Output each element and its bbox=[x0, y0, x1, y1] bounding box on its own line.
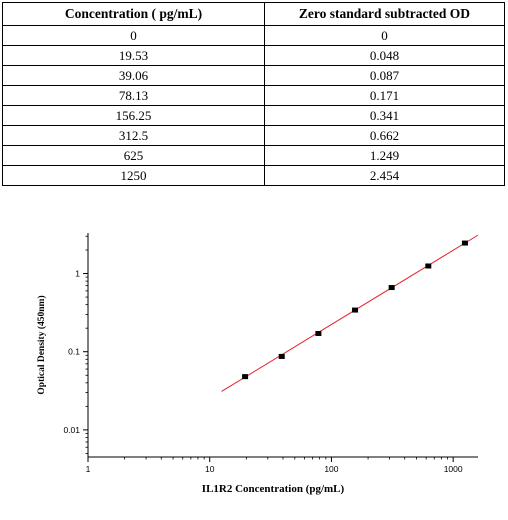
data-point bbox=[388, 285, 395, 291]
x-axis-title: IL1R2 Concentration (pg/mL) bbox=[202, 483, 345, 495]
data-point bbox=[278, 353, 285, 359]
x-tick-label: 10 bbox=[205, 464, 215, 474]
x-tick-label: 1000 bbox=[444, 464, 463, 474]
table-row: 1250 2.454 bbox=[2, 165, 505, 186]
column-header-concentration: Concentration ( pg/mL) bbox=[2, 2, 265, 26]
y-axis-title: Optical Density (450nm) bbox=[36, 295, 47, 394]
column-header-od: Zero standard subtracted OD bbox=[264, 2, 505, 26]
standard-curve-table: Concentration ( pg/mL) Zero standard sub… bbox=[2, 2, 505, 186]
table-row: 19.53 0.048 bbox=[2, 45, 505, 66]
data-point bbox=[242, 374, 249, 380]
concentration-cell: 19.53 bbox=[2, 45, 265, 66]
table-row: 625 1.249 bbox=[2, 145, 505, 166]
table-row: 78.13 0.171 bbox=[2, 85, 505, 106]
chart-axes: 1 10 100 1000 0.01 0.1 1 bbox=[63, 233, 478, 474]
od-cell: 2.454 bbox=[264, 165, 505, 186]
data-point bbox=[352, 307, 359, 313]
table-row: 312.5 0.662 bbox=[2, 125, 505, 146]
data-point bbox=[425, 263, 432, 269]
y-tick-label: 1 bbox=[75, 269, 80, 279]
data-point bbox=[315, 330, 322, 336]
y-tick-label: 0.01 bbox=[63, 425, 80, 435]
y-tick-label: 0.1 bbox=[68, 347, 80, 357]
x-tick-label: 100 bbox=[324, 464, 338, 474]
fit-line bbox=[221, 234, 479, 392]
data-points bbox=[242, 240, 468, 380]
x-tick-label: 1 bbox=[86, 464, 91, 474]
concentration-cell: 1250 bbox=[2, 165, 265, 186]
table-header-row: Concentration ( pg/mL) Zero standard sub… bbox=[2, 2, 505, 26]
data-point bbox=[461, 240, 468, 246]
od-cell: 0.662 bbox=[264, 125, 505, 146]
